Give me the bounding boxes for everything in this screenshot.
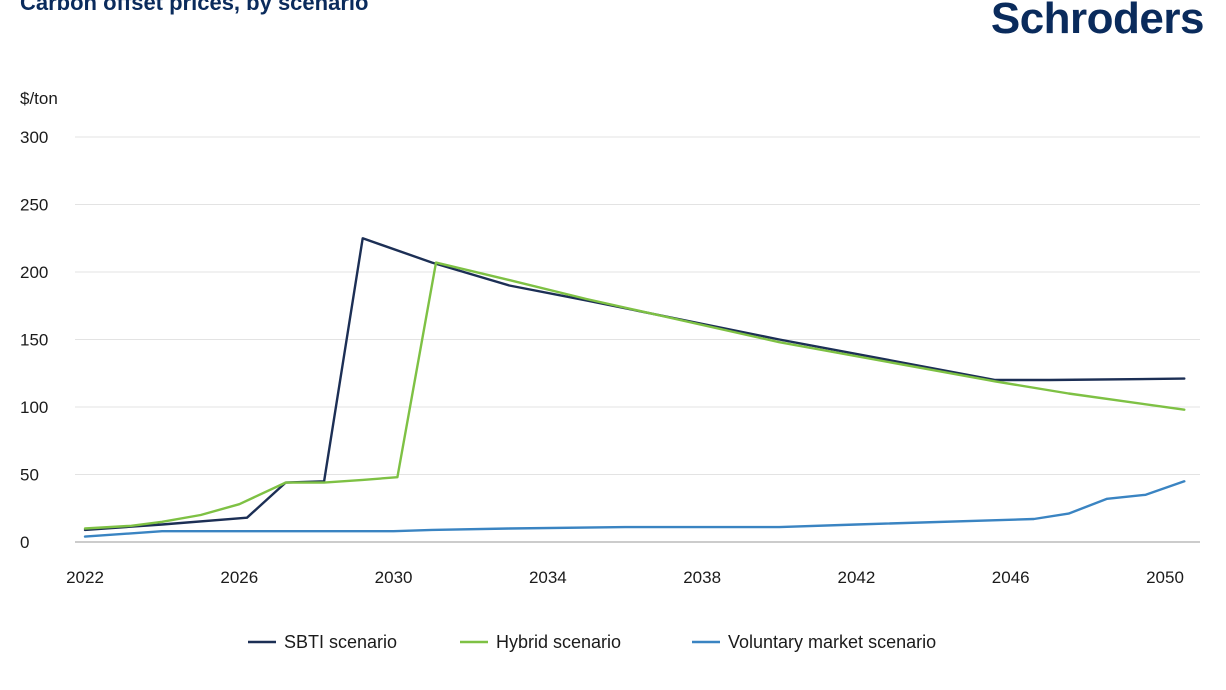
series-lines (83, 237, 1186, 538)
legend: SBTI scenario Hybrid scenario Voluntary ma… (248, 632, 936, 652)
y-axis-ticks: 0 50 100 150 200 250 300 (20, 128, 48, 552)
y-tick-label: 250 (20, 196, 48, 215)
x-tick-label: 2046 (992, 568, 1030, 587)
series-line-3 (83, 480, 1186, 538)
series-line-2 (83, 261, 1186, 530)
x-tick-label: 2034 (529, 568, 567, 587)
schroders-logo: Schroders (990, 0, 1205, 43)
legend-label: Voluntary market scenario (728, 632, 936, 652)
x-tick-label: 2038 (683, 568, 721, 587)
grid-lines (75, 136, 1200, 543)
y-tick-label: 100 (20, 398, 48, 417)
legend-item: Voluntary market scenario (692, 632, 936, 652)
x-tick-label: 2022 (66, 568, 104, 587)
x-tick-label: 2026 (220, 568, 258, 587)
x-tick-label: 2050 (1146, 568, 1184, 587)
y-tick-label: 50 (20, 466, 39, 485)
y-tick-label: 0 (20, 533, 29, 552)
legend-label: SBTI scenario (284, 632, 397, 652)
series-line-1 (83, 237, 1186, 532)
y-axis-unit-label: $/ton (20, 89, 58, 108)
legend-item: SBTI scenario (248, 632, 397, 652)
legend-label: Hybrid scenario (496, 632, 621, 652)
y-tick-label: 300 (20, 128, 48, 147)
y-tick-label: 150 (20, 331, 48, 350)
x-tick-label: 2030 (375, 568, 413, 587)
y-tick-label: 200 (20, 263, 48, 282)
x-axis-ticks: 2022 2026 2030 2034 2038 2042 2046 2050 (66, 568, 1184, 587)
x-tick-label: 2042 (838, 568, 876, 587)
chart-title: Carbon offset prices, by scenario (20, 0, 369, 15)
legend-item: Hybrid scenario (460, 632, 621, 652)
